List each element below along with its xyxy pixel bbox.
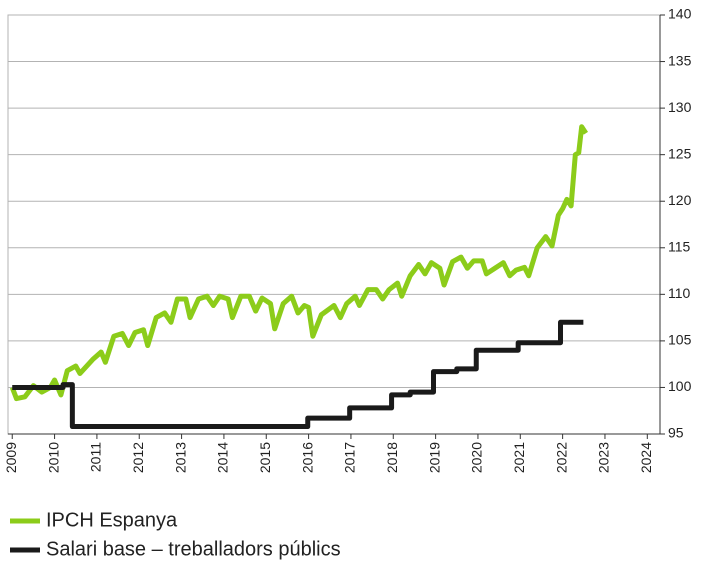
x-tick-label: 2021 <box>511 442 527 473</box>
plot-frame <box>7 14 661 435</box>
x-tick-label: 2020 <box>469 442 485 473</box>
y-tick-label: 105 <box>668 332 692 348</box>
legend-label: IPCH Espanya <box>46 509 178 531</box>
x-tick-label: 2018 <box>384 442 400 473</box>
y-tick-label: 130 <box>668 99 692 115</box>
y-tick-label: 100 <box>668 378 692 394</box>
x-tick-label: 2011 <box>88 442 104 472</box>
x-tick-label: 2024 <box>638 442 654 473</box>
x-tick-label: 2009 <box>3 442 19 473</box>
legend: IPCH Espanya Salari base – treballadors p… <box>10 509 341 560</box>
y-tick-label: 120 <box>668 192 692 208</box>
y-tick-label: 140 <box>668 6 692 22</box>
y-tick-label: 135 <box>668 52 692 68</box>
x-tick-label: 2017 <box>342 442 358 473</box>
x-tick-label: 2014 <box>215 442 231 473</box>
y-tick-label: 115 <box>668 238 691 254</box>
y-tick-label: 95 <box>668 425 684 441</box>
x-tick-label: 2013 <box>172 442 188 473</box>
x-tick-label: 2023 <box>596 442 612 473</box>
y-tick-label: 125 <box>668 145 692 161</box>
series-line <box>9 124 589 402</box>
x-tick-label: 2010 <box>45 442 61 473</box>
x-tick-label: 2016 <box>299 442 315 473</box>
legend-label: Salari base – treballadors públics <box>46 538 341 560</box>
x-tick-label: 2012 <box>130 442 146 473</box>
series-line <box>12 319 584 430</box>
x-tick-label: 2019 <box>426 442 442 473</box>
x-tick-label: 2022 <box>553 442 569 473</box>
y-tick-label: 110 <box>668 285 691 301</box>
x-tick-label: 2015 <box>257 442 273 473</box>
